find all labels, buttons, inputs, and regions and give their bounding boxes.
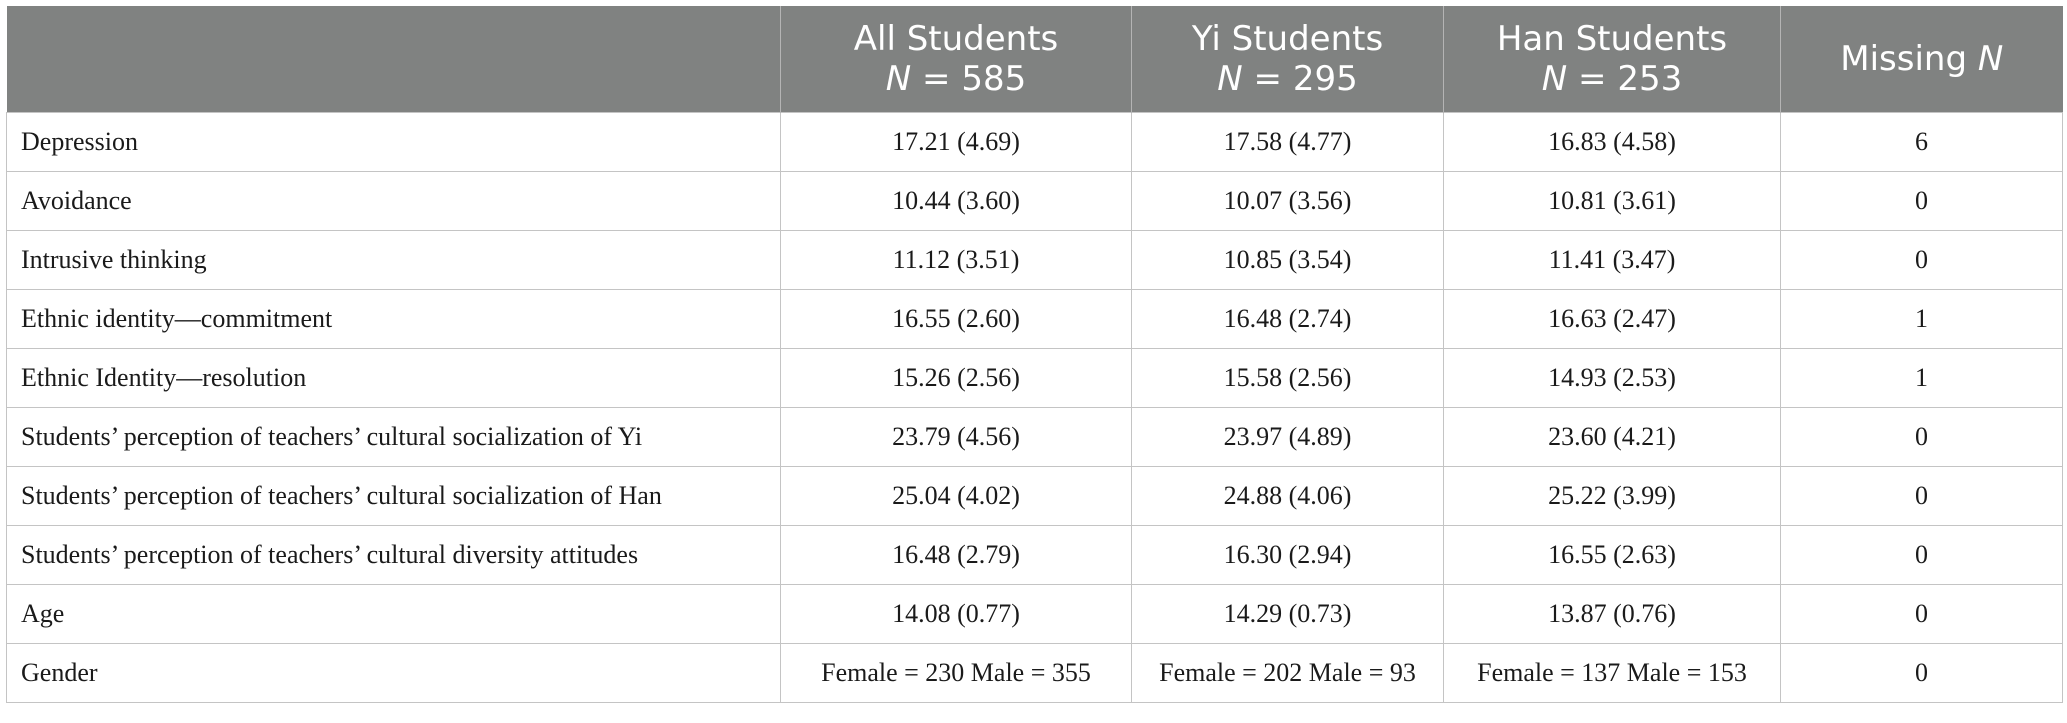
table-row: Students’ perception of teachers’ cultur… [6, 525, 2063, 585]
cell-missing: 0 [1780, 171, 2063, 231]
cell-all: 16.55 (2.60) [780, 289, 1132, 349]
header-n: N = 585 [791, 59, 1121, 99]
row-label: Ethnic Identity—resolution [6, 348, 781, 408]
header-blank [6, 6, 781, 113]
table-body: Depression 17.21 (4.69) 17.58 (4.77) 16.… [6, 112, 2063, 703]
header-all-students: All Students N = 585 [780, 6, 1132, 113]
table-row: Ethnic identity—commitment 16.55 (2.60) … [6, 289, 2063, 349]
cell-all: 11.12 (3.51) [780, 230, 1132, 290]
header-title: Han Students [1496, 19, 1728, 59]
cell-yi: 10.85 (3.54) [1131, 230, 1444, 290]
table-row: Depression 17.21 (4.69) 17.58 (4.77) 16.… [6, 112, 2063, 172]
header-n: N = 253 [1454, 59, 1770, 99]
cell-missing: 0 [1780, 466, 2063, 526]
table-row: Age 14.08 (0.77) 14.29 (0.73) 13.87 (0.7… [6, 584, 2063, 644]
cell-all: 14.08 (0.77) [780, 584, 1132, 644]
cell-all: 23.79 (4.56) [780, 407, 1132, 467]
header-yi-students: Yi Students N = 295 [1131, 6, 1444, 113]
cell-yi: Female = 202 Male = 93 [1131, 643, 1444, 703]
n-value: = 585 [911, 59, 1027, 99]
cell-missing: 0 [1780, 584, 2063, 644]
cell-missing: 1 [1780, 289, 2063, 349]
n-label: N [1977, 39, 2004, 79]
cell-missing: 0 [1780, 525, 2063, 585]
table-row: Intrusive thinking 11.12 (3.51) 10.85 (3… [6, 230, 2063, 290]
descriptive-statistics-table: All Students N = 585 Yi Students N = 295… [6, 6, 2063, 703]
cell-missing: 0 [1780, 407, 2063, 467]
header-n: N = 295 [1142, 59, 1433, 99]
row-label: Students’ perception of teachers’ cultur… [6, 525, 781, 585]
row-label: Depression [6, 112, 781, 172]
cell-yi: 14.29 (0.73) [1131, 584, 1444, 644]
row-label: Age [6, 584, 781, 644]
cell-yi: 23.97 (4.89) [1131, 407, 1444, 467]
n-label: N [1541, 59, 1568, 99]
row-label: Intrusive thinking [6, 230, 781, 290]
n-value: = 253 [1567, 59, 1683, 99]
cell-all: 16.48 (2.79) [780, 525, 1132, 585]
cell-han: 10.81 (3.61) [1443, 171, 1781, 231]
cell-yi: 16.30 (2.94) [1131, 525, 1444, 585]
cell-missing: 0 [1780, 643, 2063, 703]
cell-missing: 0 [1780, 230, 2063, 290]
row-label: Gender [6, 643, 781, 703]
table-row: Avoidance 10.44 (3.60) 10.07 (3.56) 10.8… [6, 171, 2063, 231]
cell-all: 10.44 (3.60) [780, 171, 1132, 231]
header-title: Missing [1840, 39, 1978, 79]
cell-yi: 10.07 (3.56) [1131, 171, 1444, 231]
cell-han: 11.41 (3.47) [1443, 230, 1781, 290]
cell-yi: 16.48 (2.74) [1131, 289, 1444, 349]
row-label: Students’ perception of teachers’ cultur… [6, 466, 781, 526]
n-label: N [885, 59, 912, 99]
cell-han: 16.83 (4.58) [1443, 112, 1781, 172]
row-label: Ethnic identity—commitment [6, 289, 781, 349]
table-row: Students’ perception of teachers’ cultur… [6, 407, 2063, 467]
cell-yi: 15.58 (2.56) [1131, 348, 1444, 408]
header-row: All Students N = 585 Yi Students N = 295… [6, 6, 2063, 113]
cell-han: 16.63 (2.47) [1443, 289, 1781, 349]
cell-yi: 24.88 (4.06) [1131, 466, 1444, 526]
cell-all: 17.21 (4.69) [780, 112, 1132, 172]
table-header: All Students N = 585 Yi Students N = 295… [6, 6, 2063, 113]
cell-han: 14.93 (2.53) [1443, 348, 1781, 408]
cell-han: 13.87 (0.76) [1443, 584, 1781, 644]
row-label: Avoidance [6, 171, 781, 231]
header-missing-n: Missing N [1780, 6, 2063, 113]
cell-han: 16.55 (2.63) [1443, 525, 1781, 585]
header-title: All Students [853, 19, 1059, 59]
cell-yi: 17.58 (4.77) [1131, 112, 1444, 172]
table-row: Gender Female = 230 Male = 355 Female = … [6, 643, 2063, 703]
n-value: = 295 [1242, 59, 1358, 99]
table-row: Students’ perception of teachers’ cultur… [6, 466, 2063, 526]
cell-missing: 1 [1780, 348, 2063, 408]
row-label: Students’ perception of teachers’ cultur… [6, 407, 781, 467]
cell-all: 15.26 (2.56) [780, 348, 1132, 408]
cell-han: 25.22 (3.99) [1443, 466, 1781, 526]
header-title: Yi Students [1191, 19, 1384, 59]
cell-han: 23.60 (4.21) [1443, 407, 1781, 467]
table-row: Ethnic Identity—resolution 15.26 (2.56) … [6, 348, 2063, 408]
cell-all: Female = 230 Male = 355 [780, 643, 1132, 703]
cell-han: Female = 137 Male = 153 [1443, 643, 1781, 703]
header-han-students: Han Students N = 253 [1443, 6, 1781, 113]
n-label: N [1217, 59, 1243, 99]
cell-all: 25.04 (4.02) [780, 466, 1132, 526]
cell-missing: 6 [1780, 112, 2063, 172]
